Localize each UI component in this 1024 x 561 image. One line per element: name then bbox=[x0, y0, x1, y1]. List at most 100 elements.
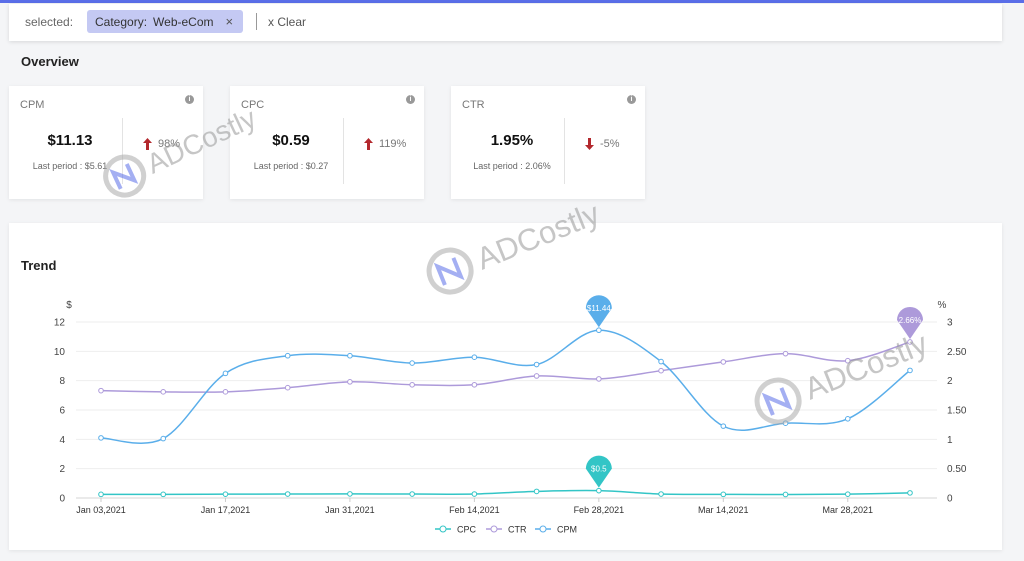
data-point[interactable] bbox=[533, 488, 540, 495]
chip-key: Category: bbox=[95, 14, 148, 29]
data-point[interactable] bbox=[782, 350, 789, 357]
legend-label: CPC bbox=[457, 525, 477, 535]
series-ctr bbox=[98, 339, 913, 395]
kpi-separator bbox=[122, 118, 123, 184]
data-point[interactable] bbox=[533, 361, 540, 368]
right-axis-label: % bbox=[938, 300, 947, 311]
left-axis-label: $ bbox=[66, 300, 72, 311]
data-point[interactable] bbox=[907, 367, 913, 374]
data-point[interactable] bbox=[222, 491, 229, 497]
arrow-up-icon bbox=[143, 138, 152, 150]
x-tick-label: Jan 17,2021 bbox=[201, 505, 251, 515]
data-point[interactable] bbox=[284, 491, 291, 497]
kpi-last-period: Last period : $5.61 bbox=[32, 161, 108, 171]
top-accent-bar bbox=[0, 0, 1024, 3]
kpi-change: -5% bbox=[585, 138, 620, 150]
value-pin-cpc: $0.5 bbox=[585, 455, 612, 488]
data-point[interactable] bbox=[160, 435, 167, 442]
data-point[interactable] bbox=[658, 358, 664, 365]
kpi-separator bbox=[343, 118, 344, 184]
data-point[interactable] bbox=[658, 491, 664, 497]
kpi-change-value: 119% bbox=[379, 138, 407, 150]
kpi-name: CTR bbox=[462, 99, 485, 111]
kpi-change-value: -5% bbox=[600, 138, 620, 150]
right-tick-label: 1 bbox=[947, 435, 953, 446]
kpi-change: 98% bbox=[143, 138, 180, 150]
data-point[interactable] bbox=[347, 491, 353, 497]
data-point[interactable] bbox=[782, 420, 789, 427]
data-point[interactable] bbox=[844, 491, 851, 497]
data-point[interactable] bbox=[596, 327, 602, 334]
data-point[interactable] bbox=[409, 491, 415, 497]
filter-label: selected: bbox=[25, 15, 74, 29]
data-point[interactable] bbox=[471, 354, 478, 361]
kpi-change-value: 98% bbox=[158, 138, 181, 150]
data-point[interactable] bbox=[720, 359, 727, 365]
data-point[interactable] bbox=[596, 487, 602, 494]
data-point[interactable] bbox=[844, 416, 851, 422]
x-tick-label: Jan 03,2021 bbox=[76, 505, 126, 515]
data-point[interactable] bbox=[347, 379, 353, 385]
data-point[interactable] bbox=[98, 491, 104, 498]
right-tick-label: 1.50 bbox=[947, 406, 967, 417]
legend-item-ctr[interactable]: CTR bbox=[486, 525, 527, 535]
data-point[interactable] bbox=[347, 352, 353, 359]
filter-bar: selected: Category: Web-eCom × x Clear bbox=[9, 4, 1002, 41]
clear-filters-button[interactable]: x Clear bbox=[268, 15, 307, 29]
category-filter-chip[interactable]: Category: Web-eCom × bbox=[87, 10, 244, 33]
data-point[interactable] bbox=[409, 381, 415, 388]
data-point[interactable] bbox=[844, 357, 851, 364]
right-tick-label: 2.50 bbox=[947, 347, 967, 358]
kpi-name: CPM bbox=[20, 99, 45, 111]
info-icon[interactable]: i bbox=[406, 95, 415, 104]
left-axis-ticks: 0 2 4 6 8 10 12 bbox=[54, 318, 66, 505]
data-point[interactable] bbox=[471, 381, 478, 388]
x-tick-label: Feb 14,2021 bbox=[449, 505, 500, 515]
info-icon[interactable]: i bbox=[627, 95, 636, 104]
legend-item-cpc[interactable]: CPC bbox=[435, 525, 477, 535]
x-tick-label: Mar 28,2021 bbox=[822, 505, 873, 515]
chart-legend[interactable]: CPC CTR CPM bbox=[435, 525, 577, 535]
data-point[interactable] bbox=[907, 339, 913, 345]
data-point[interactable] bbox=[284, 384, 291, 391]
value-pin-cpm: $11.44 bbox=[585, 295, 612, 328]
pin-label: $11.44 bbox=[587, 304, 611, 313]
data-point[interactable] bbox=[720, 491, 727, 498]
kpi-last-period: Last period : $0.27 bbox=[253, 161, 329, 171]
info-icon[interactable]: i bbox=[185, 95, 194, 104]
x-tick-label: Feb 28,2021 bbox=[574, 505, 625, 515]
data-point[interactable] bbox=[222, 389, 229, 395]
grid-lines bbox=[76, 321, 937, 499]
series-cpc bbox=[98, 487, 913, 498]
arrow-down-icon bbox=[585, 138, 594, 150]
data-point[interactable] bbox=[284, 352, 291, 359]
value-pins: $0.5 2.66% $11.44 bbox=[585, 295, 923, 488]
data-point[interactable] bbox=[160, 389, 167, 395]
pin-marker-icon bbox=[585, 295, 612, 328]
data-point[interactable] bbox=[98, 387, 104, 394]
close-icon[interactable]: × bbox=[225, 14, 234, 29]
data-point[interactable] bbox=[533, 373, 540, 379]
kpi-last-period: Last period : 2.06% bbox=[473, 161, 551, 171]
data-point[interactable] bbox=[471, 491, 478, 497]
left-tick-label: 2 bbox=[59, 464, 65, 475]
pin-label: 2.66% bbox=[899, 316, 922, 325]
overview-title: Overview bbox=[21, 54, 79, 69]
data-point[interactable] bbox=[222, 370, 229, 377]
series-line bbox=[100, 329, 911, 444]
kpi-card-ctr: CTR i 1.95% Last period : 2.06% -5% bbox=[451, 86, 645, 199]
data-point[interactable] bbox=[658, 367, 664, 374]
data-point[interactable] bbox=[782, 491, 789, 498]
data-point[interactable] bbox=[596, 376, 602, 382]
legend-item-cpm[interactable]: CPM bbox=[535, 525, 577, 535]
data-point[interactable] bbox=[907, 490, 913, 496]
data-point[interactable] bbox=[409, 360, 415, 366]
data-point[interactable] bbox=[98, 435, 104, 441]
left-tick-label: 12 bbox=[54, 318, 66, 329]
legend-marker-icon bbox=[490, 525, 498, 533]
data-point[interactable] bbox=[160, 491, 167, 498]
data-point[interactable] bbox=[720, 423, 727, 429]
kpi-change: 119% bbox=[364, 138, 406, 150]
series-line bbox=[100, 341, 911, 393]
